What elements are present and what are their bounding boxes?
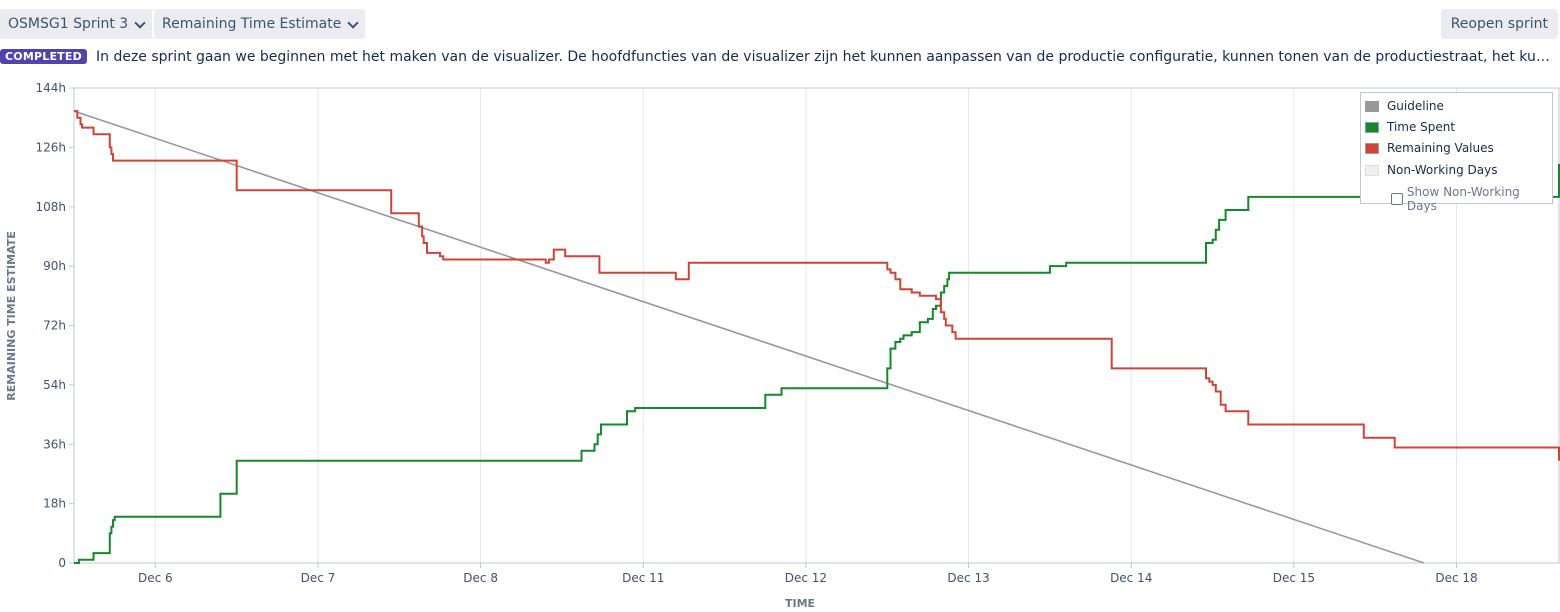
sprint-goal: In deze sprint gaan we beginnen met het … bbox=[96, 49, 1558, 65]
chart-type-select-label: Remaining Time Estimate bbox=[162, 16, 342, 32]
x-tick-label: Dec 13 bbox=[947, 571, 989, 585]
y-tick-label: 90h bbox=[43, 259, 66, 273]
sprint-select[interactable]: OSMSG1 Sprint 3 bbox=[0, 9, 153, 39]
reopen-sprint-button[interactable]: Reopen sprint bbox=[1440, 9, 1558, 39]
y-tick-label: 36h bbox=[43, 437, 66, 451]
legend-label-remaining: Remaining Values bbox=[1387, 141, 1494, 155]
legend-item-guideline: Guideline bbox=[1365, 98, 1444, 114]
legend-swatch-non-working bbox=[1365, 164, 1379, 176]
x-axis: Dec 6 Dec 7 Dec 8 Dec 11 Dec 12 Dec 13 Dec 14 D… bbox=[138, 563, 1478, 585]
sprint-select-label: OSMSG1 Sprint 3 bbox=[8, 16, 129, 32]
x-tick-label: Dec 18 bbox=[1435, 571, 1477, 585]
chevron-down-icon bbox=[134, 16, 146, 29]
chart-legend: Guideline Time Spent Remaining Values No… bbox=[1360, 92, 1553, 213]
legend-label-time-spent: Time Spent bbox=[1387, 120, 1456, 134]
y-axis: 0 18h 36h 54h 72h 90h 108h 126h 144h bbox=[35, 81, 74, 570]
legend-label-non-working: Non-Working Days bbox=[1387, 163, 1498, 177]
legend-item-non-working: Non-Working Days bbox=[1365, 162, 1497, 178]
legend-swatch-time-spent bbox=[1365, 121, 1379, 133]
y-tick-label: 0 bbox=[58, 556, 66, 570]
show-non-working-days-checkbox[interactable] bbox=[1391, 193, 1403, 205]
show-non-working-days-label: Show Non-Working Days bbox=[1406, 185, 1520, 213]
grid bbox=[154, 88, 1458, 563]
y-tick-label: 18h bbox=[43, 497, 66, 511]
x-tick-label: Dec 8 bbox=[463, 571, 498, 585]
toolbar: OSMSG1 Sprint 3 Remaining Time Estimate … bbox=[0, 9, 1560, 39]
x-tick-label: Dec 11 bbox=[622, 571, 664, 585]
y-tick-label: 126h bbox=[35, 140, 66, 154]
guideline-line bbox=[73, 110, 1425, 564]
y-axis-title: REMAINING TIME ESTIMATE bbox=[5, 231, 18, 400]
plot-area-border bbox=[73, 87, 1560, 564]
y-tick-label: 72h bbox=[43, 319, 66, 333]
chart-type-select[interactable]: Remaining Time Estimate bbox=[154, 9, 366, 39]
x-tick-label: Dec 12 bbox=[785, 571, 827, 585]
legend-item-time-spent: Time Spent bbox=[1365, 119, 1455, 135]
x-tick-label: Dec 15 bbox=[1273, 571, 1315, 585]
legend-swatch-remaining bbox=[1365, 142, 1379, 154]
remaining-values-line bbox=[74, 110, 1560, 461]
x-tick-label: Dec 14 bbox=[1110, 571, 1152, 585]
legend-item-remaining: Remaining Values bbox=[1365, 140, 1494, 156]
y-tick-label: 108h bbox=[35, 200, 66, 214]
y-tick-label: 54h bbox=[43, 378, 66, 392]
x-tick-label: Dec 6 bbox=[138, 571, 173, 585]
y-tick-label: 144h bbox=[35, 81, 66, 95]
time-spent-line bbox=[74, 163, 1560, 564]
show-non-working-days-toggle[interactable]: Show Non-Working Days bbox=[1391, 185, 1552, 213]
chevron-down-icon bbox=[347, 16, 360, 29]
status-badge: COMPLETED bbox=[0, 49, 87, 64]
legend-label-guideline: Guideline bbox=[1387, 99, 1444, 113]
x-axis-title: TIME bbox=[785, 597, 815, 610]
series bbox=[73, 110, 1560, 564]
sprint-info: COMPLETED In deze sprint gaan we beginne… bbox=[0, 47, 1560, 67]
x-tick-label: Dec 7 bbox=[301, 571, 336, 585]
legend-swatch-guideline bbox=[1365, 100, 1379, 112]
